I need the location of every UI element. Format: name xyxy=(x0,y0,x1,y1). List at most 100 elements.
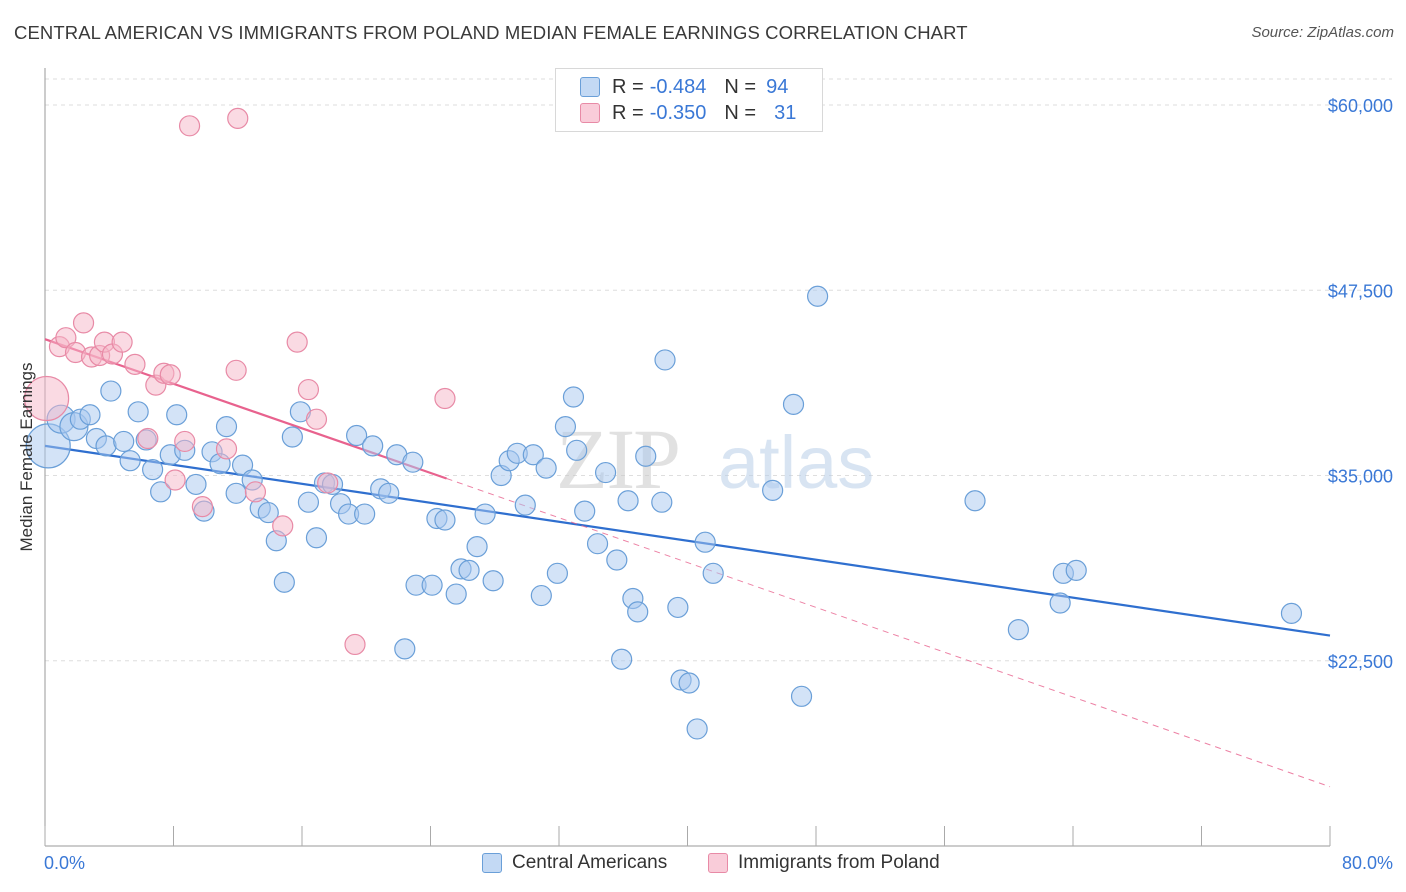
central-american-point xyxy=(702,562,724,584)
legend-item-central-americans[interactable]: Central Americans xyxy=(482,852,667,874)
central-american-point xyxy=(522,444,544,466)
chart-title: CENTRAL AMERICAN VS IMMIGRANTS FROM POLA… xyxy=(14,22,968,43)
poland-point xyxy=(191,496,214,518)
poland-point xyxy=(225,359,247,381)
central-american-point xyxy=(127,401,149,423)
central-american-point xyxy=(305,527,328,549)
legend-r-value: -0.484 xyxy=(649,75,707,98)
legend-swatch-pink xyxy=(580,103,600,123)
central-american-point xyxy=(150,481,172,503)
central-american-point xyxy=(807,285,829,307)
central-american-point xyxy=(678,672,700,694)
poland-point xyxy=(174,430,196,453)
central-american-point xyxy=(566,439,588,461)
watermark-atlas: atlas xyxy=(718,421,874,504)
central-american-point xyxy=(466,536,488,558)
poland-point xyxy=(24,375,70,422)
central-american-point xyxy=(514,494,536,516)
central-american-point xyxy=(686,718,708,740)
trend-line-poland-extension xyxy=(446,478,1331,788)
central-american-point xyxy=(482,570,504,592)
poland-point xyxy=(124,353,146,375)
central-american-point xyxy=(362,435,384,457)
trend-lines xyxy=(44,338,1331,788)
poland-point xyxy=(215,438,238,460)
x-tick-label: 0.0% xyxy=(44,853,85,873)
legend-swatch-blue xyxy=(482,853,502,873)
legend-n-value: 31 xyxy=(774,101,797,124)
central-american-point xyxy=(458,559,480,581)
poland-point xyxy=(159,364,181,386)
central-american-point xyxy=(434,509,456,531)
central-american-point xyxy=(554,416,577,438)
central-american-point xyxy=(225,482,247,504)
tick-labels: $22,500 $35,000 $47,500 $60,000 0.0% 80.0% xyxy=(44,96,1393,873)
central-american-point xyxy=(562,386,585,408)
poland-point xyxy=(344,633,366,656)
y-tick-label: $22,500 xyxy=(1328,652,1393,672)
poland-point xyxy=(72,312,95,334)
series-legend: Central Americans Immigrants from Poland xyxy=(0,852,1406,878)
poland-point xyxy=(244,481,267,503)
central-american-point xyxy=(257,501,279,524)
central-american-point xyxy=(474,503,496,525)
legend-n-value: 94 xyxy=(766,75,789,98)
central-american-point xyxy=(394,638,416,660)
central-american-point xyxy=(762,479,784,501)
y-tick-label: $35,000 xyxy=(1328,467,1393,487)
source-note: Source: ZipAtlas.com xyxy=(1251,24,1394,41)
legend-n-label: N = xyxy=(724,75,757,98)
legend-swatch-pink xyxy=(708,853,728,873)
central-american-point xyxy=(297,491,320,513)
central-american-point xyxy=(535,457,557,479)
central-american-point xyxy=(95,435,117,457)
central-american-point xyxy=(166,404,188,426)
legend-row-poland: R = -0.350 N = 31 xyxy=(580,100,796,126)
central-american-point xyxy=(667,596,689,619)
central-american-point xyxy=(606,549,628,571)
central-american-point xyxy=(445,583,467,605)
legend-n-label: N = xyxy=(724,101,757,124)
central-american-point xyxy=(654,349,676,371)
central-american-point xyxy=(611,648,633,670)
poland-point xyxy=(178,115,201,137)
central-american-point xyxy=(378,482,400,504)
y-axis-label: Median Female Earnings xyxy=(17,363,36,552)
central-american-point xyxy=(586,533,609,555)
poland-point xyxy=(305,408,328,430)
legend-r-value: -0.350 xyxy=(649,101,707,124)
central-american-point xyxy=(617,490,639,512)
central-american-point xyxy=(964,490,986,512)
central-american-point xyxy=(530,584,552,607)
central-american-point xyxy=(346,424,368,447)
central-american-point xyxy=(142,458,164,481)
central-american-point xyxy=(1049,592,1071,614)
legend-row-central-americans: R = -0.484 N = 94 xyxy=(580,74,788,100)
legend-r-label: R = xyxy=(612,101,644,124)
legend-swatch-blue xyxy=(580,77,600,97)
legend-item-poland[interactable]: Immigrants from Poland xyxy=(708,852,940,874)
poland-point xyxy=(317,472,339,494)
central-american-point xyxy=(1007,619,1029,641)
central-american-point xyxy=(782,393,805,415)
y-tick-label: $47,500 xyxy=(1328,281,1393,301)
central-american-point xyxy=(574,500,596,522)
central-american-point xyxy=(100,380,122,402)
poland-point xyxy=(164,469,186,491)
central-american-point xyxy=(402,451,424,473)
watermark: ZIP atlas xyxy=(556,411,874,507)
poland-point xyxy=(55,327,77,349)
correlation-legend: R = -0.484 N = 94 R = -0.350 N = 31 xyxy=(555,68,823,132)
legend-label: Central Americans xyxy=(512,852,668,873)
poland-point xyxy=(272,515,294,537)
central-american-point xyxy=(421,574,443,596)
central-american-point xyxy=(354,503,376,525)
central-american-point xyxy=(694,531,716,553)
central-american-point xyxy=(790,685,813,707)
central-american-point xyxy=(546,562,568,584)
central-american-point xyxy=(185,473,207,496)
legend-label: Immigrants from Poland xyxy=(738,852,940,873)
poland-point xyxy=(227,107,249,129)
central-american-point xyxy=(113,430,135,453)
